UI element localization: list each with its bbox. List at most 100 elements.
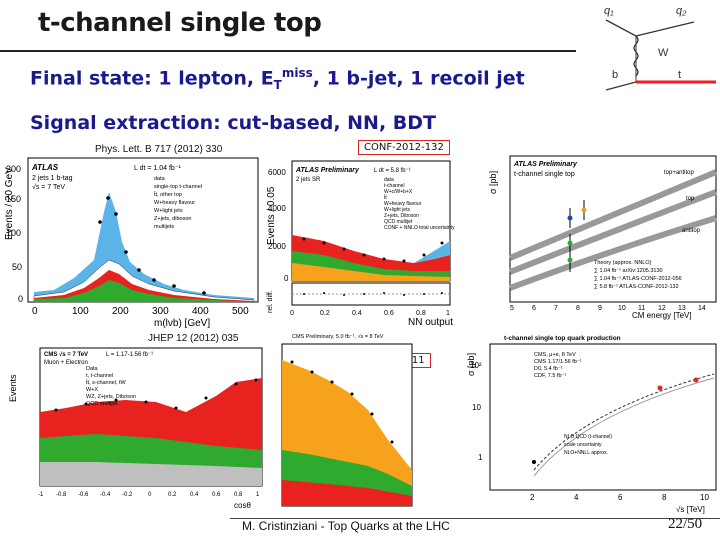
svg-text:W+light jets: W+light jets [384,207,410,213]
svg-text:0: 0 [32,306,38,317]
curve-top [508,189,718,275]
svg-text:0.2: 0.2 [320,310,330,317]
svg-text:13: 13 [678,305,686,312]
svg-text:10: 10 [618,305,626,312]
w-boson-wave [633,35,639,77]
svg-text:D0, 5.4 fb⁻¹: D0, 5.4 fb⁻¹ [534,366,563,372]
nn-signal [414,241,450,263]
svg-text:Data: Data [86,366,99,372]
cms-xsec-yticks: 1 10 10² [470,361,483,462]
cms-eta-qcd [40,462,262,486]
cms-bdt-header: CMS Preliminary, 5.0 fb⁻¹, √s = 8 TeV [292,333,384,340]
svg-text:multijets: multijets [154,224,174,230]
svg-text:1: 1 [478,453,483,462]
svg-text:W+heavy flavour: W+heavy flavour [384,201,422,207]
final-state-line: Final state: 1 lepton, ETmiss, 1 b-jet, … [30,66,525,92]
svg-text:6: 6 [532,305,536,312]
svg-text:400: 400 [192,306,209,317]
svg-text:Z+jets, Diboson: Z+jets, Diboson [384,213,419,219]
svg-text:NLO QCD (t-channel): NLO QCD (t-channel) [564,434,612,440]
curve-top-antitop [508,169,718,261]
svg-text:0.4: 0.4 [352,310,362,317]
mass-tag: 2 jets 1 b-tag [32,175,73,182]
svg-text:300: 300 [152,306,169,317]
svg-text:10: 10 [472,403,481,412]
ref-phys-lett: Phys. Lett. B 717 (2012) 330 [95,144,223,155]
final-state-sub: T [273,78,282,93]
svg-text:W+X: W+X [86,387,98,393]
mass-xlabel: m(lνb) [GeV] [154,318,210,329]
svg-text:0: 0 [284,274,289,283]
xsec-caption: t-channel single top [514,171,575,178]
xsec-atlas: ATLAS Preliminary [513,161,578,168]
svg-text:14: 14 [698,305,706,312]
svg-text:CONF + NNLO total uncertainty: CONF + NNLO total uncertainty [384,225,455,231]
cms-bdt-red [282,480,412,506]
svg-text:0.4: 0.4 [190,492,199,498]
mass-atlas: ATLAS [31,163,59,172]
final-state-sup: miss [281,66,313,80]
svg-text:W+c/W+b+X: W+c/W+b+X [384,189,413,195]
curve-antitop [508,215,717,291]
t-label: t [678,69,681,81]
page-number: 22/50 [668,516,703,532]
xsec-curve-top: top [686,196,695,202]
final-state-prefix: Final state: 1 lepton, E [30,67,274,90]
slide-title: t-channel single top [38,8,322,38]
cms-xsec-xlabel: √s [TeV] [676,505,705,514]
cms-bdt-stack [282,360,412,506]
nn-xlabel: NN output [408,317,453,328]
cms-eta-lumi: L = 1.17-1.56 fb⁻¹ [106,352,153,358]
svg-text:0.8: 0.8 [234,492,243,498]
svg-text:t̄t: t̄t [384,194,388,201]
cms-eta-header: CMS √s = 7 TeV [44,351,88,358]
svg-text:1: 1 [446,310,450,317]
svg-text:single-top t-channel: single-top t-channel [154,184,202,190]
svg-text:11: 11 [638,305,645,312]
ref-conf: CONF-2012-132 [358,140,450,155]
xsec-data-points [567,200,587,272]
svg-text:-1: -1 [38,492,44,498]
svg-text:t̄t, s-channel, tW: t̄t, s-channel, tW [86,379,127,386]
svg-text:∑ 5.8 fb⁻¹ ATLAS-CONF-2012-132: ∑ 5.8 fb⁻¹ ATLAS-CONF-2012-132 [594,284,679,290]
svg-text:4000: 4000 [268,204,286,213]
q1-label: q₁ [604,5,614,17]
nn-data-points [302,237,444,263]
nn-atlas: ATLAS Preliminary [295,167,360,174]
svg-text:0.6: 0.6 [212,492,221,498]
xsec-legend: Theory (approx. NNLO) ∑ 1.04 fb⁻¹ arXiv:… [594,260,682,290]
mass-legend: data single-top t-channel t̄t, other top… [154,176,202,230]
plot-xsec-energy: σ [pb] CM energy [TeV] ATLAS Preliminary… [488,155,718,320]
svg-text:0.8: 0.8 [416,310,426,317]
cms-xsec-legend: CMS, μ+e, 8 TeV CMS 1.17/1.56 fb⁻¹ D0, 5… [534,352,582,379]
svg-text:6000: 6000 [268,168,286,177]
svg-text:W+light jets: W+light jets [154,208,183,214]
nn-yticks: 0 2000 4000 6000 [268,168,289,283]
svg-text:8: 8 [662,493,667,502]
nn-stack [292,235,450,281]
cms-xsec-header: t-channel single top quark production [504,335,621,342]
svg-text:t-channel: t-channel [384,183,405,189]
cms-eta-stack [40,378,262,486]
svg-text:6: 6 [618,493,623,502]
nn-ratio-label: rel. diff. [267,290,274,313]
cms-xsec-theory-1 [533,373,715,471]
footer-text: M. Cristinziani - Top Quarks at the LHC [242,519,450,533]
cms-xsec-points [532,377,699,464]
svg-text:200: 200 [112,306,129,317]
svg-text:100: 100 [72,306,89,317]
cms-xsec-theory-2 [533,377,715,477]
xsec-curve-topantitop: top+antitop [664,170,695,176]
svg-text:t, t-channel: t, t-channel [86,373,113,379]
svg-text:∑ 1.04 fb⁻¹ ATLAS-CONF-2012-05: ∑ 1.04 fb⁻¹ ATLAS-CONF-2012-056 [594,276,682,282]
svg-text:0.2: 0.2 [168,492,177,498]
svg-text:QCD multijet: QCD multijet [86,401,118,407]
nn-ratio-points [303,292,443,296]
svg-text:CDF, 7.5 fb⁻¹: CDF, 7.5 fb⁻¹ [534,373,566,379]
plot-cms-eta: Events cosθ CMS √s = 7 TeV L = 1.17-1.56… [8,347,263,510]
nn-ratio-panel [291,282,451,306]
mass-xticks: 0 100 200 300 400 500 [32,306,249,317]
svg-text:9: 9 [598,305,602,312]
svg-text:0: 0 [18,294,23,304]
mass-signal [34,192,254,302]
